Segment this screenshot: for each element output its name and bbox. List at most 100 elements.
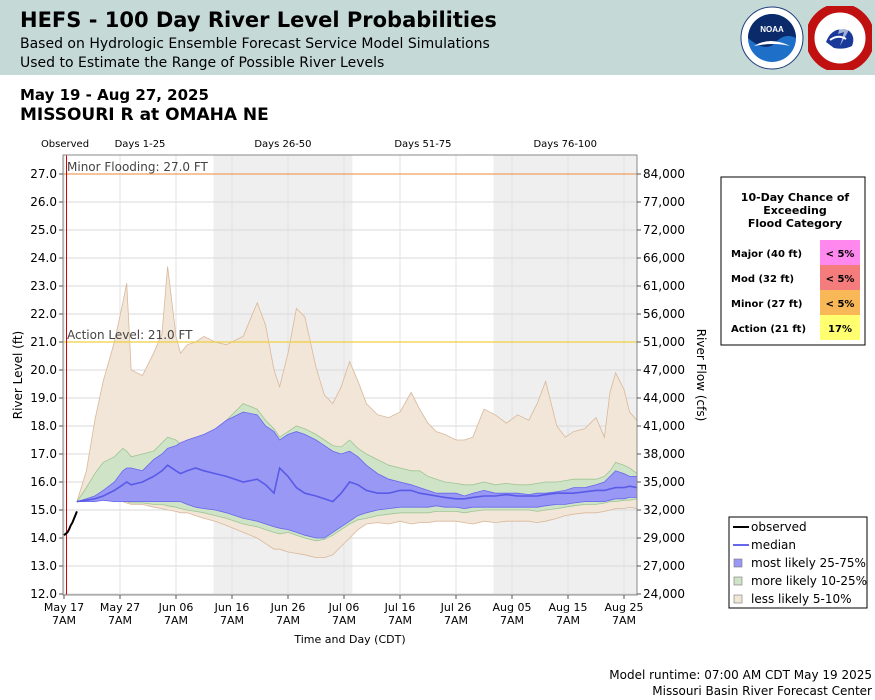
chart-legend: observed median most likely 25-75% more lik… <box>728 516 868 609</box>
flood-row-cell <box>820 265 860 290</box>
y-tick-label: 25.0 <box>30 223 57 237</box>
threshold-lines: Minor Flooding: 27.0 FT Action Level: 21.… <box>63 160 637 343</box>
legend-label: less likely 5-10% <box>751 592 852 606</box>
series-lines <box>63 155 638 595</box>
y2-tick-label: 61,000 <box>643 279 685 293</box>
legend-swatch <box>733 576 743 586</box>
period-shade-4 <box>493 155 637 595</box>
flood-table-title: Flood Category <box>748 217 842 230</box>
flood-row-label: Minor (27 ft) <box>731 299 802 310</box>
x-tick-label: Jun 06 <box>158 601 194 614</box>
x-tick-sublabel: 7AM <box>220 614 244 627</box>
y-tick-label: 19.0 <box>30 391 57 405</box>
y-tick-label: 24.0 <box>30 251 57 265</box>
y-tick-label: 13.0 <box>30 559 57 573</box>
page-subtitle-2: Used to Estimate the Range of Possible R… <box>20 55 385 71</box>
legend-label: more likely 10-25% <box>751 574 867 588</box>
x-tick-label: Aug 05 <box>493 601 532 614</box>
y-tick-label: 14.0 <box>30 531 57 545</box>
y2-tick-label: 38,000 <box>643 447 685 461</box>
y2-tick-label: 84,000 <box>643 167 685 181</box>
flood-row-cell <box>820 240 860 265</box>
legend-swatch <box>733 594 743 604</box>
y2-tick-label: 29,000 <box>643 531 685 545</box>
y-tick-label: 18.0 <box>30 419 57 433</box>
flood-row-label: Action (21 ft) <box>731 324 806 335</box>
x-axis-label: Time and Day (CDT) <box>293 633 405 646</box>
x-tick-sublabel: 7AM <box>500 614 524 627</box>
x-tick-sublabel: 7AM <box>108 614 132 627</box>
threshold-label-action: Action Level: 21.0 FT <box>67 328 193 342</box>
x-tick-label: Jul 26 <box>440 601 472 614</box>
y2-tick-label: 47,000 <box>643 363 685 377</box>
noaa-logo-text: NOAA <box>760 25 784 34</box>
period-label: Days 76-100 <box>533 139 597 150</box>
period-label: Days 51-75 <box>394 139 451 150</box>
median-line <box>76 464 638 503</box>
y2-tick-label: 51,000 <box>643 335 685 349</box>
nws-logo <box>808 6 872 70</box>
x-tick-label: Aug 25 <box>605 601 644 614</box>
model-runtime: Model runtime: 07:00 AM CDT May 19 2025 <box>609 668 872 682</box>
y2-tick-label: 35,000 <box>643 475 685 489</box>
x-tick-sublabel: 7AM <box>556 614 580 627</box>
y-tick-label: 12.0 <box>30 587 57 601</box>
legend-box <box>728 516 868 609</box>
flood-row-value: 17% <box>828 324 852 335</box>
y2-axis-label: River Flow (cfs) <box>694 329 708 422</box>
flood-table-title: Exceeding <box>763 204 826 217</box>
threshold-label-minor: Minor Flooding: 27.0 FT <box>67 160 209 174</box>
x-tick-label: Jun 26 <box>270 601 306 614</box>
legend-swatch <box>733 558 743 568</box>
flood-row-cell <box>820 315 860 340</box>
y2-tick-label: 56,000 <box>643 307 685 321</box>
flood-row-value: < 5% <box>826 274 855 285</box>
y-tick-label: 22.0 <box>30 307 57 321</box>
x-tick-label: Jul 16 <box>384 601 416 614</box>
header-banner: HEFS - 100 Day River Level Probabilities… <box>0 0 875 75</box>
date-range: May 19 - Aug 27, 2025 <box>20 86 209 104</box>
y-tick-label: 15.0 <box>30 503 57 517</box>
y2-tick-label: 66,000 <box>643 251 685 265</box>
period-label: Observed <box>41 139 89 150</box>
x-tick-sublabel: 7AM <box>612 614 636 627</box>
x-tick-sublabel: 7AM <box>52 614 76 627</box>
x-tick-label: May 17 <box>44 601 84 614</box>
x-tick-label: Aug 15 <box>549 601 588 614</box>
observed-line <box>63 511 78 536</box>
y2-tick-label: 77,000 <box>643 195 685 209</box>
y-tick-label: 20.0 <box>30 363 57 377</box>
y-tick-label: 23.0 <box>30 279 57 293</box>
flood-row-label: Mod (32 ft) <box>731 274 794 285</box>
flood-row-value: < 5% <box>826 299 855 310</box>
y-tick-label: 27.0 <box>30 167 57 181</box>
y2-tick-label: 41,000 <box>643 419 685 433</box>
period-label: Days 1-25 <box>115 139 166 150</box>
y2-tick-label: 32,000 <box>643 503 685 517</box>
x-tick-label: May 27 <box>100 601 140 614</box>
x-tick-sublabel: 7AM <box>276 614 300 627</box>
y-tick-label: 21.0 <box>30 335 57 349</box>
page-title: HEFS - 100 Day River Level Probabilities <box>20 8 497 32</box>
flood-row-value: < 5% <box>826 249 855 260</box>
x-tick-sublabel: 7AM <box>164 614 188 627</box>
x-tick-sublabel: 7AM <box>388 614 412 627</box>
y2-tick-label: 27,000 <box>643 559 685 573</box>
legend-label: median <box>751 538 796 552</box>
axes: 12.0 13.0 14.0 15.0 16.0 17.0 18.0 19.0 20.0 21.0… <box>11 154 708 646</box>
flood-table-title: 10-Day Chance of <box>741 191 850 204</box>
y2-tick-label: 72,000 <box>643 223 685 237</box>
period-label: Days 26-50 <box>254 139 311 150</box>
y-axis-label: River Level (ft) <box>11 331 25 419</box>
x-tick-label: Jul 06 <box>328 601 360 614</box>
page-subtitle-1: Based on Hydrologic Ensemble Forecast Se… <box>20 36 490 52</box>
plot-frame <box>62 154 638 596</box>
probability-bands <box>76 266 638 558</box>
y-tick-label: 17.0 <box>30 447 57 461</box>
x-tick-sublabel: 7AM <box>444 614 468 627</box>
x-tick-label: Jun 16 <box>214 601 250 614</box>
forecast-center: Missouri Basin River Forecast Center <box>652 684 872 698</box>
flood-row-cell <box>820 290 860 315</box>
